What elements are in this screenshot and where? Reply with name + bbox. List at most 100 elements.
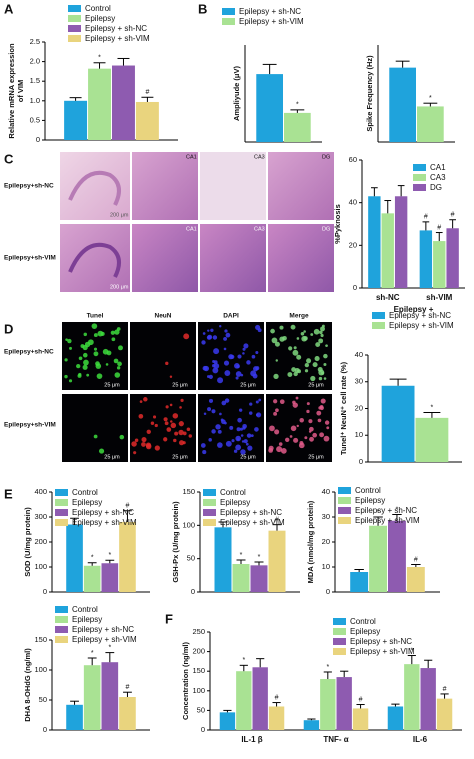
cell-dot [219, 412, 222, 416]
cell-dot [242, 424, 247, 429]
cell-dot [318, 376, 323, 381]
bar [369, 525, 387, 592]
row-label: Epilepsy+sh-NC [4, 183, 54, 190]
cell-dot [154, 423, 158, 428]
cell-dot [111, 337, 116, 342]
error-bar [407, 655, 416, 665]
y-axis-label: of VIM [16, 80, 25, 103]
scale-label: 200 μm [110, 284, 129, 290]
error-bar [397, 185, 405, 197]
significance-mark: * [296, 102, 299, 109]
scale-label: 25 μm [240, 454, 256, 460]
cell-dot [303, 330, 306, 333]
cell-dot [310, 333, 314, 336]
cell-dot [320, 333, 324, 338]
error-bar [354, 569, 364, 572]
legend-label: Epilepsy + sh-VIM [355, 516, 420, 525]
cell-dot [319, 330, 323, 335]
cell-dot [234, 363, 240, 369]
cell-dot [208, 438, 212, 442]
y-tick-label: 50 [39, 695, 47, 704]
bar [250, 565, 268, 592]
y-tick-label: 40 [322, 487, 330, 496]
bar [236, 671, 252, 730]
cell-dot [274, 429, 280, 435]
cell-dot [105, 363, 109, 366]
x-tick-label: IL-6 [413, 735, 428, 744]
y-tick-label: 0 [43, 725, 47, 734]
error-bar [272, 524, 282, 531]
panel-letter: E [4, 486, 13, 501]
cell-dot [188, 434, 192, 438]
cell-dot [230, 354, 235, 359]
bar [433, 241, 446, 288]
cell-dot [118, 345, 123, 351]
row-label: Epilepsy+sh-NC [4, 349, 54, 356]
bar [415, 417, 449, 462]
legend-swatch [333, 648, 346, 655]
cell-dot [67, 338, 72, 344]
he-images: Epilepsy+sh-NC Epilepsy+sh-VIM CA1 CA3 D… [4, 152, 334, 292]
y-tick-label: 0.5 [30, 115, 40, 124]
significance-mark: # [443, 686, 447, 693]
x-tick-label: sh-VIM [426, 293, 453, 302]
cell-dot [203, 365, 210, 372]
cell-dot [249, 402, 253, 406]
legend-swatch [338, 497, 351, 504]
cell-dot [304, 436, 308, 440]
significance-mark: * [91, 650, 94, 657]
bar [232, 564, 250, 592]
cell-dot [207, 407, 212, 412]
cell-dot [278, 442, 283, 446]
legend-swatch [413, 184, 426, 191]
cell-dot [183, 333, 190, 340]
bar [388, 520, 406, 592]
cell-dot [252, 373, 258, 379]
cell-dot [229, 425, 234, 430]
cell-dot [82, 364, 88, 370]
bar [268, 530, 286, 592]
scale-label: 200 μm [110, 212, 129, 218]
cell-dot [133, 451, 137, 455]
x-tick-label: TNF- α [323, 735, 348, 744]
legend-label: Epilepsy + sh-VIM [72, 518, 137, 527]
cell-dot [270, 328, 275, 334]
cell-dot [165, 405, 169, 409]
scale-label: 25 μm [308, 382, 324, 388]
image-label: CA1 [186, 226, 197, 232]
cell-dot [316, 410, 322, 416]
cell-dot [113, 358, 119, 364]
row-label: Epilepsy+sh-VIM [4, 422, 56, 429]
legend-swatch [55, 519, 68, 526]
legend-label: Epilepsy + sh-NC [350, 637, 412, 646]
cell-dot [303, 336, 308, 341]
legend-label: Epilepsy + sh-NC [389, 311, 451, 320]
legend-label: Control [72, 488, 98, 497]
legend-label: Control [85, 4, 111, 13]
legend-label: DG [430, 183, 442, 192]
y-tick-label: 50 [197, 705, 205, 714]
y-axis-label: Tunel⁺ NeuN⁺ cell rate (%) [339, 361, 348, 455]
legend-label: Epilepsy [350, 627, 380, 636]
cell-dot [182, 431, 187, 436]
cell-dot [93, 347, 98, 351]
bar [101, 563, 119, 592]
y-tick-label: 40 [349, 198, 357, 207]
cell-dot [240, 449, 246, 455]
cell-dot [325, 344, 328, 348]
bar [119, 522, 136, 592]
legend-label: Epilepsy + sh-NC [355, 506, 417, 515]
y-tick-label: 150 [34, 635, 47, 644]
he-image [132, 224, 198, 292]
cell-dot [64, 374, 68, 379]
y-tick-label: 30 [322, 512, 330, 521]
cell-dot [296, 354, 302, 360]
cell-dot [221, 400, 227, 406]
cell-dot [87, 339, 94, 346]
y-tick-label: 0 [326, 587, 330, 596]
bar [66, 524, 83, 592]
cell-dot [251, 354, 256, 359]
error-bar [423, 412, 441, 418]
bar [64, 100, 88, 140]
y-tick-label: 200 [34, 537, 47, 546]
